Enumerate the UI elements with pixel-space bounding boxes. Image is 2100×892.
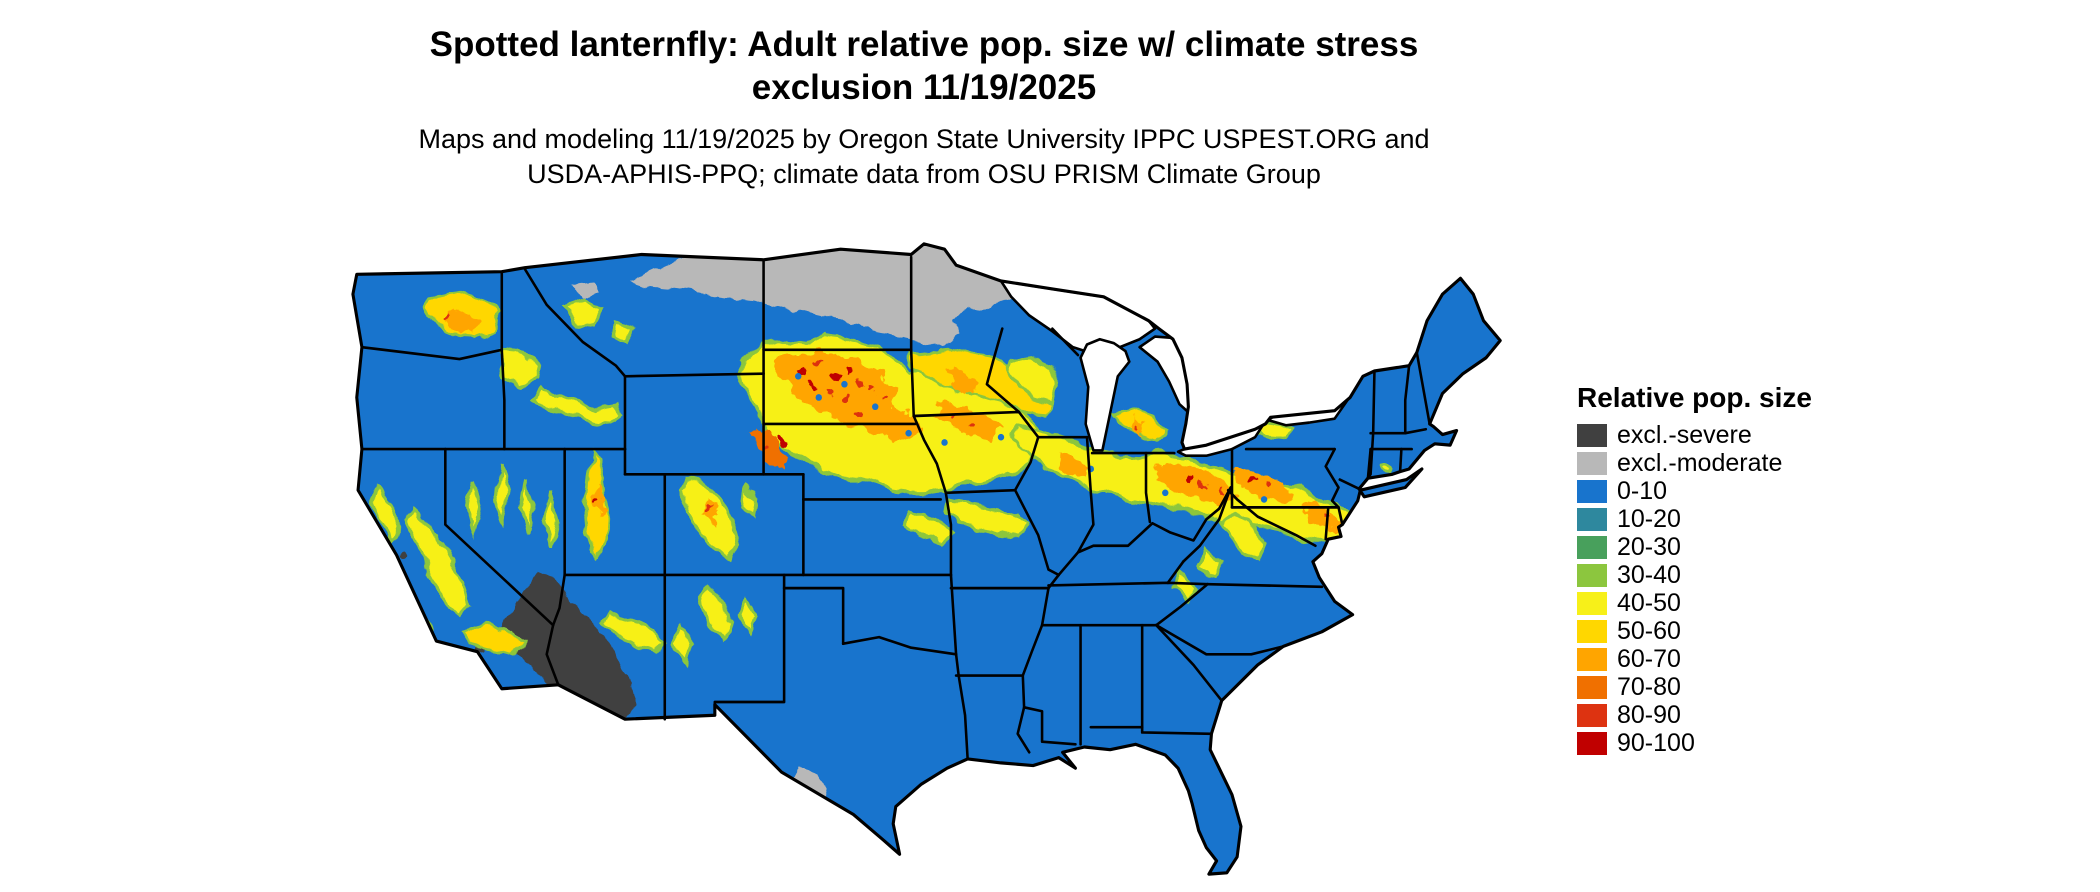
legend-swatch (1577, 480, 1607, 503)
subtitle-line-1: Maps and modeling 11/19/2025 by Oregon S… (418, 124, 1430, 154)
raster-blue-speckles (795, 372, 1268, 503)
legend-label: 50-60 (1617, 617, 1681, 645)
us-landmass (352, 243, 1501, 875)
legend-row: 90-100 (1577, 729, 1812, 757)
legend-swatch (1577, 424, 1607, 447)
legend-swatch (1577, 536, 1607, 559)
legend-label: 20-30 (1617, 533, 1681, 561)
legend-row: 10-20 (1577, 505, 1812, 533)
legend-row: 50-60 (1577, 617, 1812, 645)
legend: Relative pop. size excl.-severe excl.-mod… (1577, 382, 1812, 760)
legend-row: 60-70 (1577, 645, 1812, 673)
us-map (308, 228, 1540, 890)
us-outline (351, 242, 1502, 876)
legend-label: 60-70 (1617, 645, 1681, 673)
legend-row: 80-90 (1577, 701, 1812, 729)
legend-swatch (1577, 648, 1607, 671)
legend-row: 30-40 (1577, 561, 1812, 589)
raster-orange-cores (444, 307, 1343, 533)
lake-michigan (1079, 337, 1131, 452)
title-line-1: Spotted lanternfly: Adult relative pop. … (429, 25, 1419, 64)
legend-label: excl.-severe (1617, 421, 1752, 449)
legend-label: 0-10 (1617, 477, 1668, 505)
legend-label: 90-100 (1617, 729, 1695, 757)
legend-row: excl.-severe (1577, 421, 1812, 449)
legend-swatch (1577, 564, 1607, 587)
us-map-svg (351, 242, 1502, 876)
legend-label: 70-80 (1617, 673, 1681, 701)
title-line-2: exclusion 11/19/2025 (751, 67, 1097, 107)
legend-label: excl.-moderate (1617, 449, 1783, 477)
state-borders (360, 255, 1431, 761)
legend-row: 20-30 (1577, 533, 1812, 561)
legend-swatch (1577, 732, 1607, 755)
legend-row: 40-50 (1577, 589, 1812, 617)
legend-swatch (1577, 620, 1607, 643)
legend-swatch (1577, 592, 1607, 615)
subtitle: Maps and modeling 11/19/2025 by Oregon S… (418, 122, 1429, 191)
legend-swatch (1577, 676, 1607, 699)
page-title: Spotted lanternfly: Adult relative pop. … (430, 24, 1419, 109)
legend-row: excl.-moderate (1577, 449, 1812, 477)
legend-label: 40-50 (1617, 589, 1681, 617)
legend-row: 0-10 (1577, 477, 1812, 505)
legend-heading: Relative pop. size (1577, 382, 1812, 413)
legend-swatch (1577, 704, 1607, 727)
legend-row: 70-80 (1577, 673, 1812, 701)
legend-swatch (1577, 508, 1607, 531)
legend-label: 80-90 (1617, 701, 1681, 729)
legend-label: 10-20 (1617, 505, 1681, 533)
legend-swatch (1577, 452, 1607, 475)
legend-label: 30-40 (1617, 561, 1681, 589)
legend-rows: excl.-severe excl.-moderate 0-10 10-20 20-30… (1577, 421, 1812, 757)
subtitle-line-2: USDA-APHIS-PPQ; climate data from OSU PR… (527, 158, 1321, 189)
